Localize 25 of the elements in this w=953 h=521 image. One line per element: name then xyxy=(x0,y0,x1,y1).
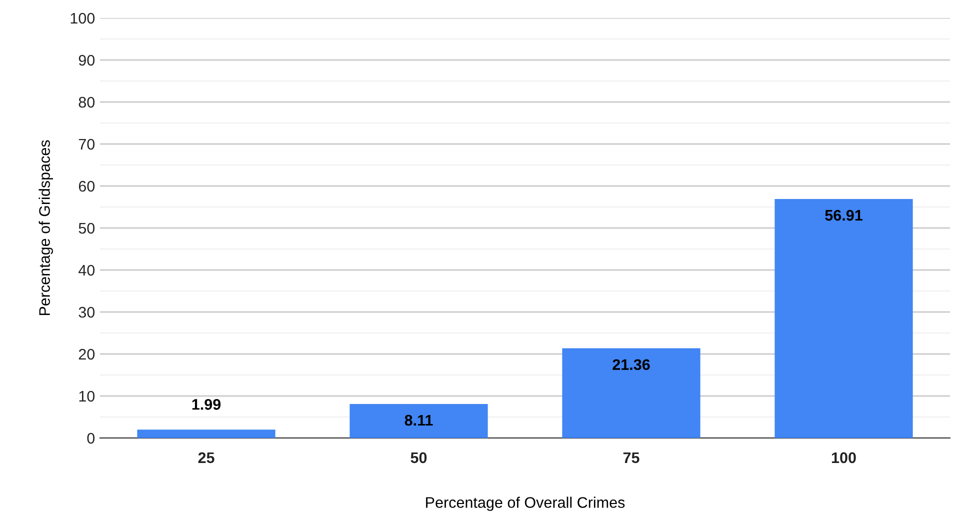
data-label: 8.11 xyxy=(404,414,433,426)
y-tick-label: 70 xyxy=(78,138,95,150)
x-tick-label: 50 xyxy=(410,452,427,464)
y-tick-label: 10 xyxy=(79,390,95,402)
bar xyxy=(774,198,913,438)
y-tick-label: 80 xyxy=(78,96,95,108)
bar xyxy=(350,404,488,438)
y-tick-label: 40 xyxy=(78,264,95,276)
data-label: 56.91 xyxy=(825,210,862,221)
data-label: 1.99 xyxy=(192,399,221,410)
y-tick-label: 30 xyxy=(78,306,95,318)
y-tick-label: 0 xyxy=(87,432,95,444)
y-tick-label: 20 xyxy=(78,348,95,360)
bar xyxy=(562,348,700,438)
x-tick-label: 100 xyxy=(832,452,856,464)
data-label: 21.36 xyxy=(612,359,650,370)
x-tick-label: 25 xyxy=(198,452,214,464)
x-tick-label: 75 xyxy=(623,452,640,464)
bar xyxy=(137,430,276,438)
y-axis-title: Percentage of Gridspaces xyxy=(38,140,53,316)
y-tick-label: 90 xyxy=(78,54,95,66)
y-tick-label: 60 xyxy=(78,180,95,192)
y-tick-label: 100 xyxy=(70,12,95,24)
y-tick-label: 50 xyxy=(78,222,95,234)
x-axis-title: Percentage of Overall Crimes xyxy=(426,496,625,511)
